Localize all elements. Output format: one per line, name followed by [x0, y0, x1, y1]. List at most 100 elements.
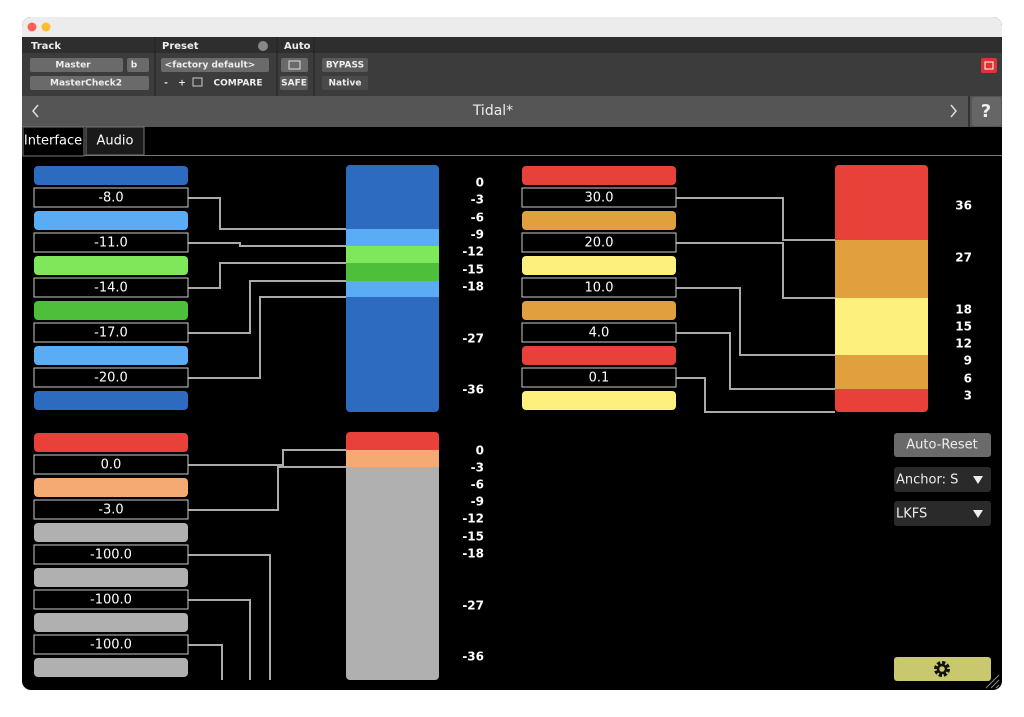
- threshold-value: -20.0: [94, 371, 128, 386]
- threshold-value: -11.0: [94, 236, 128, 251]
- color-swatch: [522, 301, 676, 320]
- resize-grip[interactable]: [985, 674, 1000, 689]
- safe-box[interactable]: [280, 76, 308, 90]
- color-swatch: [34, 433, 188, 452]
- color-swatch: [34, 478, 188, 497]
- color-swatch: [34, 523, 188, 542]
- meter: [346, 432, 439, 680]
- threshold-value: -8.0: [98, 191, 123, 206]
- value-box[interactable]: [521, 367, 677, 388]
- prev-arrow[interactable]: [32, 104, 39, 118]
- color-swatch: [34, 256, 188, 275]
- native-box[interactable]: [322, 76, 368, 90]
- value-box[interactable]: [33, 634, 189, 655]
- preset-menu[interactable]: [258, 41, 268, 51]
- value-box[interactable]: [521, 232, 677, 253]
- threshold-value: -100.0: [90, 593, 132, 608]
- scale-label: -18: [462, 547, 484, 561]
- scale-label: -12: [462, 512, 484, 526]
- meter-band: [346, 165, 439, 229]
- preset-prev[interactable]: -: [164, 79, 168, 89]
- bypass-button: BYPASS: [326, 61, 364, 71]
- threshold-value: -100.0: [90, 548, 132, 563]
- close-button[interactable]: [27, 22, 37, 32]
- plugin-title: Tidal*: [472, 103, 513, 119]
- preset-selector[interactable]: [161, 58, 269, 72]
- anchor-dropdown: Anchor: S: [896, 473, 958, 488]
- scale-label: 9: [964, 354, 972, 368]
- value-box[interactable]: [33, 232, 189, 253]
- meter-band: [835, 240, 928, 298]
- threshold-value: 30.0: [585, 191, 614, 206]
- threshold-link: [676, 242, 835, 299]
- meter-band: [835, 165, 928, 240]
- color-swatch: [522, 346, 676, 365]
- scale-label: 0: [476, 444, 484, 458]
- track-name: Master: [55, 61, 91, 71]
- meter-band: [835, 298, 928, 355]
- threshold-value: 0.1: [589, 371, 610, 386]
- settings-button[interactable]: [894, 657, 991, 681]
- value-box[interactable]: [33, 589, 189, 610]
- audio-tab[interactable]: [85, 126, 145, 156]
- insert-selector[interactable]: [30, 76, 149, 90]
- unit-dropdown: LKFS: [896, 507, 927, 522]
- color-swatch: [522, 211, 676, 230]
- track-selector[interactable]: [30, 58, 123, 72]
- dsp-indicator[interactable]: [981, 58, 997, 73]
- bypass-box[interactable]: [322, 58, 368, 72]
- meter-band: [346, 263, 439, 281]
- value-box[interactable]: [521, 277, 677, 298]
- auto-reset-box[interactable]: [894, 433, 991, 457]
- scale-label: -15: [462, 263, 484, 277]
- scale-label: -6: [471, 478, 484, 492]
- preset-next[interactable]: +: [178, 79, 186, 89]
- next-arrow[interactable]: [950, 104, 957, 118]
- track-label: Track: [31, 41, 61, 52]
- anchor-box[interactable]: [894, 467, 991, 492]
- minimize-button[interactable]: [41, 22, 51, 32]
- threshold-link: [676, 377, 835, 413]
- value-box[interactable]: [33, 499, 189, 520]
- auto-label: Auto: [284, 41, 311, 52]
- value-box[interactable]: [521, 187, 677, 208]
- threshold-link: [188, 280, 346, 334]
- interface-tab[interactable]: [22, 126, 85, 157]
- value-box[interactable]: [33, 277, 189, 298]
- group-selector[interactable]: [127, 58, 149, 72]
- safe-button: SAFE: [281, 79, 307, 89]
- gear-icon: [934, 661, 950, 677]
- copy-icon[interactable]: [192, 77, 203, 87]
- color-swatch: [34, 346, 188, 365]
- compare-button[interactable]: COMPARE: [213, 79, 262, 89]
- threshold-value: -3.0: [98, 503, 123, 518]
- gear-icon: [936, 663, 948, 675]
- meter-band: [346, 229, 439, 246]
- value-box[interactable]: [33, 367, 189, 388]
- color-swatch: [34, 301, 188, 320]
- threshold-value: 10.0: [585, 281, 614, 296]
- color-swatch: [34, 568, 188, 587]
- meter-band: [346, 432, 439, 450]
- meter: [346, 165, 439, 412]
- meter-band: [346, 297, 439, 412]
- threshold-link: [188, 296, 346, 379]
- threshold-value: -100.0: [90, 638, 132, 653]
- threshold-link: [188, 449, 346, 466]
- value-box[interactable]: [521, 322, 677, 343]
- unit-box[interactable]: [894, 501, 991, 526]
- value-box[interactable]: [33, 454, 189, 475]
- threshold-link: [188, 466, 346, 511]
- value-box[interactable]: [33, 544, 189, 565]
- help-button: ?: [981, 101, 991, 122]
- help-box[interactable]: [972, 97, 1001, 126]
- meter-band: [835, 389, 928, 412]
- threshold-link: [188, 197, 346, 230]
- scale-label: -9: [471, 228, 484, 242]
- preset-label: Preset: [162, 41, 199, 52]
- auto-button[interactable]: [281, 58, 308, 72]
- threshold-value: -17.0: [94, 326, 128, 341]
- value-box[interactable]: [33, 187, 189, 208]
- value-box[interactable]: [33, 322, 189, 343]
